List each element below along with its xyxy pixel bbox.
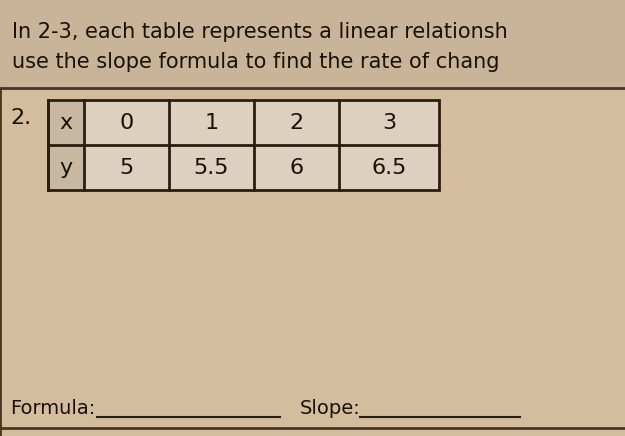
Bar [48, 100, 84, 145]
Text: 2.: 2. [10, 108, 31, 128]
Text: 1: 1 [204, 112, 219, 133]
Text: Formula:: Formula: [10, 399, 95, 418]
Text: In 2-3, each table represents a linear relationsh: In 2-3, each table represents a linear r… [12, 22, 508, 42]
Text: y: y [59, 157, 72, 177]
Bar [48, 100, 439, 190]
Text: 6.5: 6.5 [371, 157, 407, 177]
Text: 3: 3 [382, 112, 396, 133]
Bar [48, 145, 84, 190]
Text: 2: 2 [289, 112, 304, 133]
Text: 0: 0 [119, 112, 134, 133]
Text: 6: 6 [289, 157, 304, 177]
Bar [0, 0, 625, 88]
Text: x: x [59, 112, 72, 133]
Text: Slope:: Slope: [300, 399, 361, 418]
Text: use the slope formula to find the rate of chang: use the slope formula to find the rate o… [12, 52, 499, 72]
Text: 5: 5 [119, 157, 134, 177]
Bar [48, 100, 439, 190]
Bar [0, 88, 625, 436]
Text: 5.5: 5.5 [194, 157, 229, 177]
